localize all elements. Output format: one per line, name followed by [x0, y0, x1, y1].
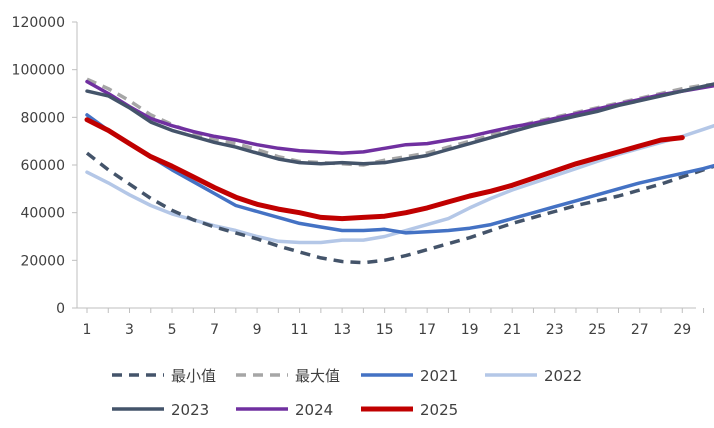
x-tick-label: 29: [673, 322, 691, 338]
x-tick-label: 11: [291, 322, 309, 338]
x-tick-label: 9: [253, 322, 262, 338]
legend-label-最小值: 最小值: [171, 367, 216, 385]
y-tick-label: 80000: [20, 110, 65, 126]
x-tick-label: 25: [588, 322, 606, 338]
x-tick-label: 3: [125, 322, 134, 338]
x-tick-label: 7: [210, 322, 219, 338]
legend-label-2021: 2021: [420, 367, 458, 385]
legend-label-最大值: 最大值: [295, 367, 340, 385]
x-tick-label: 17: [418, 322, 436, 338]
x-tick-label: 5: [168, 322, 177, 338]
y-tick-label: 120000: [12, 15, 65, 31]
series-line-最大值: [86, 77, 714, 167]
legend-label-2022: 2022: [544, 367, 582, 385]
series-line-2025: [84, 117, 685, 222]
x-tick-label: 27: [631, 322, 649, 338]
series-line-2021: [85, 113, 714, 235]
legend-label-2024: 2024: [295, 401, 333, 419]
y-tick-label: 100000: [12, 63, 65, 79]
series-line-2023: [85, 82, 714, 166]
series-layer: [84, 77, 714, 265]
x-tick-label: 1: [83, 322, 92, 338]
legend: 最小值 最大值 2021 2022 2023 2024 2025: [112, 367, 582, 419]
x-tick-label: 23: [546, 322, 564, 338]
y-tick-label: 60000: [20, 158, 65, 174]
legend-label-2025: 2025: [420, 401, 458, 419]
x-tick-label: 13: [333, 322, 351, 338]
x-tick-label: 21: [503, 322, 521, 338]
y-tick-label: 40000: [20, 206, 65, 222]
x-tick-label: 19: [461, 322, 479, 338]
y-tick-label: 0: [56, 301, 65, 317]
y-tick-label: 20000: [20, 253, 65, 269]
x-tick-label: 15: [376, 322, 394, 338]
legend-label-2023: 2023: [171, 401, 209, 419]
